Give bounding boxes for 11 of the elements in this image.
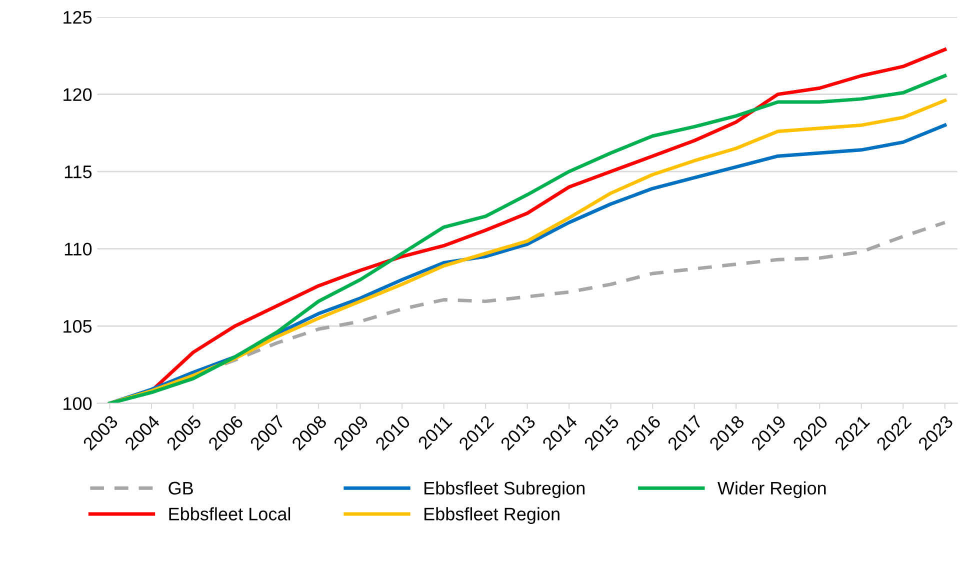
y-tick-label: 105 (64, 320, 92, 333)
y-tick-label: 120 (64, 88, 92, 102)
legend-label: Ebbsfleet Region (424, 507, 560, 524)
legend-label: Ebbsfleet Local (169, 507, 290, 520)
y-tick-label: 115 (64, 166, 92, 178)
y-tick-label: 125 (64, 10, 92, 24)
y-tick-label: 110 (64, 242, 92, 256)
legend-label: Wider Region (718, 481, 826, 498)
legend-label: Ebbsfleet Subregion (424, 481, 584, 498)
legend-label: GB (168, 482, 193, 495)
y-tick-label: 100 (64, 397, 92, 410)
